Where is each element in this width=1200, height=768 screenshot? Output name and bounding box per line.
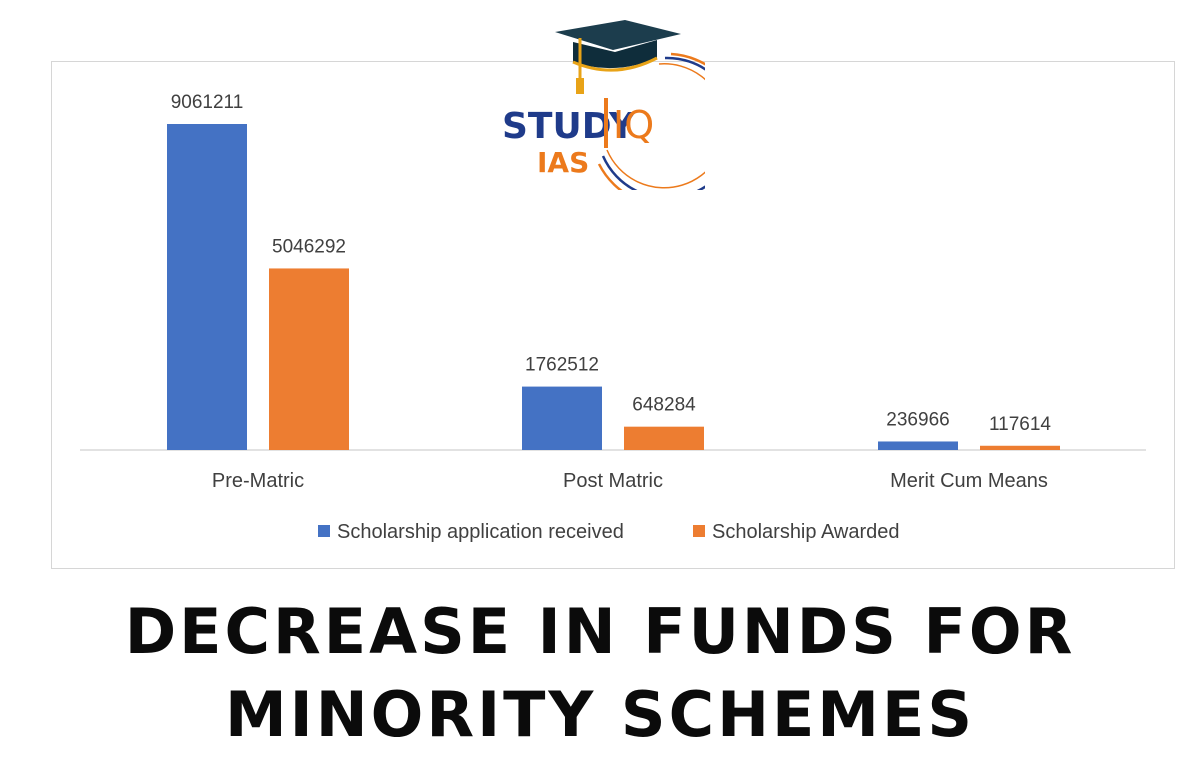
headline-line-1: DECREASE IN FUNDS FOR [124, 595, 1076, 668]
study-iq-ias-logo: STUDY IQ IAS [502, 20, 705, 190]
legend-label: Scholarship Awarded [712, 521, 900, 543]
logo-text-study: STUDY [502, 106, 636, 147]
legend-swatch [693, 525, 705, 537]
data-label: 5046292 [272, 236, 346, 257]
legend-label: Scholarship application received [337, 521, 624, 543]
data-label: 648284 [632, 395, 696, 416]
logo-text-ias: IAS [537, 146, 589, 179]
data-label: 236966 [886, 409, 949, 430]
bar [167, 124, 247, 450]
bar [269, 268, 349, 450]
bar [522, 386, 602, 450]
bar [980, 445, 1060, 450]
headline-line-2: MINORITY SCHEMES [224, 678, 976, 751]
graduation-cap-icon [555, 20, 681, 94]
category-label: Pre-Matric [212, 470, 304, 492]
bar [624, 426, 704, 450]
legend-swatch [318, 525, 330, 537]
bar [878, 441, 958, 450]
category-label: Merit Cum Means [890, 470, 1048, 492]
category-label: Post Matric [563, 470, 663, 492]
logo-text-iq: IQ [613, 103, 654, 147]
bar-chart: 9061211 1762512 236966 5046292 648284 117614 P… [80, 92, 1146, 543]
data-label: 1762512 [525, 355, 599, 376]
data-label: 117614 [989, 414, 1051, 435]
swoosh-rings-icon [597, 52, 705, 190]
data-label: 9061211 [171, 92, 244, 113]
